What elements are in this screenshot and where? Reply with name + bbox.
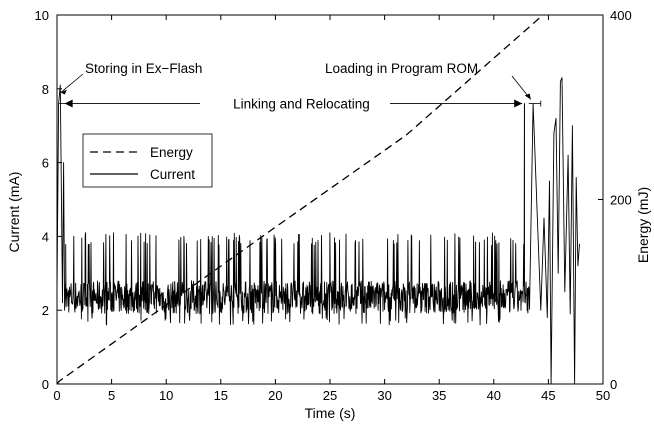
x-tick-label: 15 bbox=[214, 388, 228, 403]
x-tick-label: 20 bbox=[268, 388, 282, 403]
x-tick-label: 10 bbox=[159, 388, 173, 403]
y-left-tick-label: 4 bbox=[42, 229, 49, 244]
y-right-tick-label: 400 bbox=[610, 8, 632, 23]
annotation-linking-arrowhead-left bbox=[64, 99, 73, 108]
y-left-tick-label: 10 bbox=[35, 8, 49, 23]
annotation-loading-arrowhead bbox=[524, 93, 531, 100]
y-left-tick-label: 2 bbox=[42, 303, 49, 318]
y-right-tick-label: 0 bbox=[610, 377, 617, 392]
x-tick-label: 5 bbox=[108, 388, 115, 403]
x-tick-label: 40 bbox=[487, 388, 501, 403]
annotation-storing-arrowhead bbox=[60, 89, 67, 95]
energy-series-line bbox=[56, 14, 544, 385]
x-tick-label: 30 bbox=[377, 388, 391, 403]
x-axis-label: Time (s) bbox=[305, 405, 356, 421]
x-tick-label: 50 bbox=[596, 388, 610, 403]
annotation-loading-label: Loading in Program ROM bbox=[325, 61, 478, 76]
current-series-line bbox=[56, 77, 580, 385]
annotation-storing-label: Storing in Ex−Flash bbox=[85, 61, 202, 76]
x-tick-label: 25 bbox=[323, 388, 337, 403]
legend-box bbox=[82, 133, 213, 188]
legend-energy-label: Energy bbox=[150, 145, 193, 160]
y-left-axis-label: Current (mA) bbox=[6, 172, 22, 253]
annotation-linking-label: Linking and Relocating bbox=[233, 97, 370, 112]
y-left-tick-label: 0 bbox=[42, 377, 49, 392]
annotation-linking-arrowhead-right bbox=[514, 99, 523, 108]
y-left-tick-label: 8 bbox=[42, 82, 49, 97]
y-right-axis-label: Energy (mJ) bbox=[635, 187, 651, 263]
x-tick-label: 0 bbox=[53, 388, 60, 403]
y-right-tick-label: 200 bbox=[610, 193, 632, 208]
x-tick-label: 35 bbox=[432, 388, 446, 403]
legend: Energy Current bbox=[82, 133, 213, 188]
y-left-tick-label: 6 bbox=[42, 156, 49, 171]
annotation-storing-arrow bbox=[60, 73, 84, 93]
x-tick-label: 45 bbox=[541, 388, 555, 403]
legend-current-label: Current bbox=[150, 167, 195, 182]
